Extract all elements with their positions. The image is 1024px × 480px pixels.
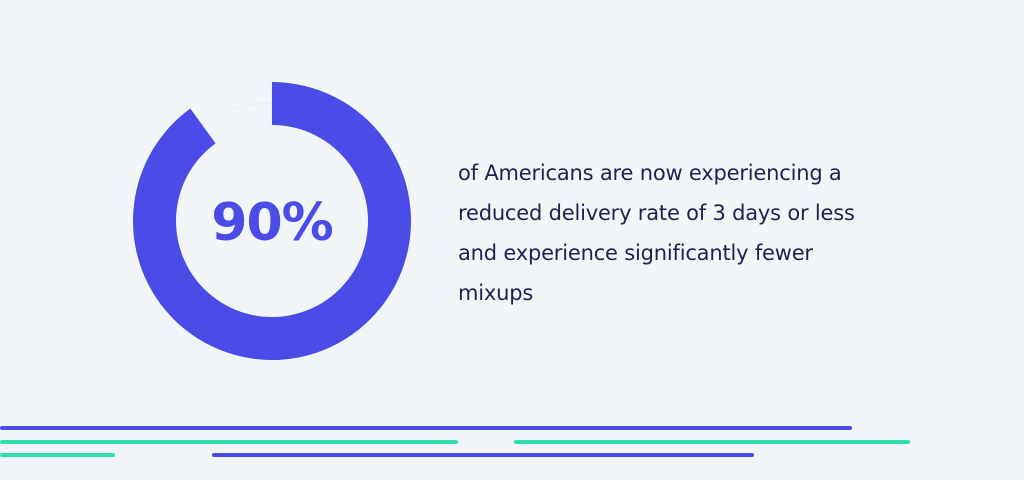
- decorative-line-blue-bottom: [212, 453, 754, 457]
- stat-description-line-4: mixups: [458, 281, 534, 305]
- stat-description-line-1: of Americans are now experiencing a: [458, 161, 842, 185]
- decorative-line-green-left: [0, 440, 458, 444]
- donut-chart: 90%: [133, 82, 411, 360]
- decorative-line-green-short: [0, 453, 115, 457]
- decorative-line-blue-long: [0, 426, 852, 430]
- stat-description-line-2: reduced delivery rate of 3 days or less: [458, 201, 855, 225]
- decorative-line-green-right: [514, 440, 910, 444]
- stat-description-line-3: and experience significantly fewer: [458, 241, 813, 265]
- donut-arc-90-percent: [133, 82, 411, 360]
- stat-description: of Americans are now experiencing a redu…: [458, 153, 928, 313]
- donut-center-value: 90%: [211, 193, 332, 253]
